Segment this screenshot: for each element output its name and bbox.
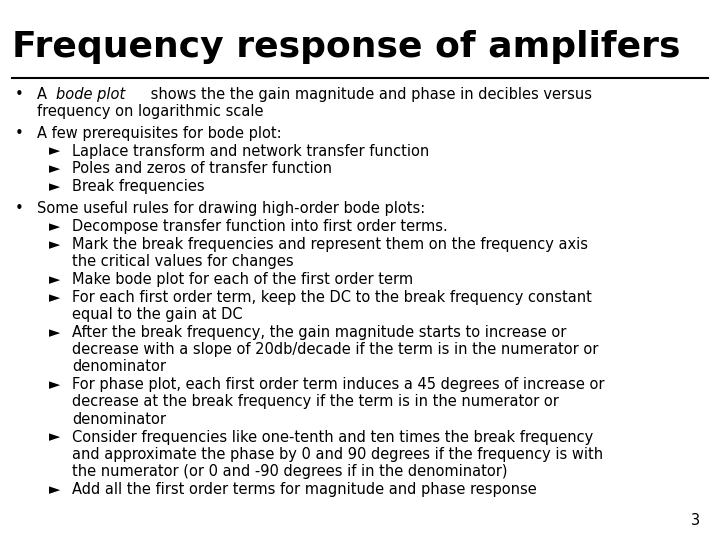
Text: For each first order term, keep the DC to the break frequency constant: For each first order term, keep the DC t… (72, 289, 592, 305)
Text: •: • (14, 201, 23, 216)
Text: For phase plot, each first order term induces a 45 degrees of increase or: For phase plot, each first order term in… (72, 377, 605, 392)
Text: ►: ► (49, 377, 60, 392)
Text: ►: ► (49, 430, 60, 444)
Text: ►: ► (49, 161, 60, 177)
Text: Poles and zeros of transfer function: Poles and zeros of transfer function (72, 161, 332, 177)
Text: ►: ► (49, 482, 60, 497)
Text: Make bode plot for each of the first order term: Make bode plot for each of the first ord… (72, 272, 413, 287)
Text: decrease at the break frequency if the term is in the numerator or: decrease at the break frequency if the t… (72, 394, 559, 409)
Text: A few prerequisites for bode plot:: A few prerequisites for bode plot: (37, 126, 282, 141)
Text: the numerator (or 0 and -90 degrees if in the denominator): the numerator (or 0 and -90 degrees if i… (72, 464, 508, 479)
Text: Laplace transform and network transfer function: Laplace transform and network transfer f… (72, 144, 429, 159)
Text: Break frequencies: Break frequencies (72, 179, 204, 194)
Text: •: • (14, 86, 23, 102)
Text: Frequency response of amplifers: Frequency response of amplifers (12, 30, 680, 64)
Text: ►: ► (49, 219, 60, 234)
Text: After the break frequency, the gain magnitude starts to increase or: After the break frequency, the gain magn… (72, 325, 567, 340)
Text: ►: ► (49, 325, 60, 340)
Text: ►: ► (49, 144, 60, 159)
Text: •: • (14, 126, 23, 141)
Text: bode plot: bode plot (56, 86, 125, 102)
Text: shows the the gain magnitude and phase in decibles versus: shows the the gain magnitude and phase i… (145, 86, 592, 102)
Text: and approximate the phase by 0 and 90 degrees if the frequency is with: and approximate the phase by 0 and 90 de… (72, 447, 603, 462)
Text: ►: ► (49, 289, 60, 305)
Text: ►: ► (49, 179, 60, 194)
Text: the critical values for changes: the critical values for changes (72, 254, 294, 269)
Text: A: A (37, 86, 52, 102)
Text: Add all the first order terms for magnitude and phase response: Add all the first order terms for magnit… (72, 482, 536, 497)
Text: Some useful rules for drawing high-order bode plots:: Some useful rules for drawing high-order… (37, 201, 426, 216)
Text: denominator: denominator (72, 411, 166, 427)
Text: ►: ► (49, 272, 60, 287)
Text: decrease with a slope of 20db/decade if the term is in the numerator or: decrease with a slope of 20db/decade if … (72, 342, 598, 357)
Text: denominator: denominator (72, 360, 166, 374)
Text: equal to the gain at DC: equal to the gain at DC (72, 307, 243, 322)
Text: frequency on logarithmic scale: frequency on logarithmic scale (37, 104, 264, 119)
Text: Consider frequencies like one-tenth and ten times the break frequency: Consider frequencies like one-tenth and … (72, 430, 593, 444)
Text: Decompose transfer function into first order terms.: Decompose transfer function into first o… (72, 219, 448, 234)
Text: 3: 3 (690, 513, 700, 528)
Text: ►: ► (49, 237, 60, 252)
Text: Mark the break frequencies and represent them on the frequency axis: Mark the break frequencies and represent… (72, 237, 588, 252)
